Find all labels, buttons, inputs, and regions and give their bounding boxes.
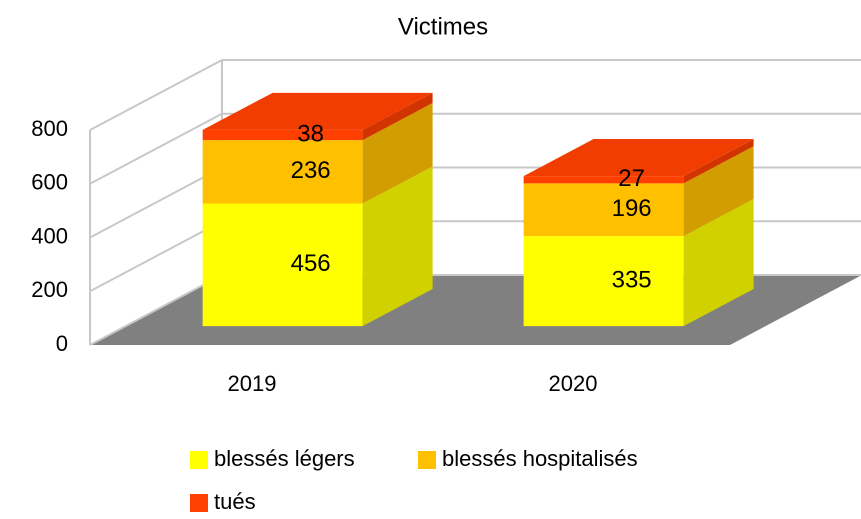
bar-segment xyxy=(202,166,433,327)
bar-segment xyxy=(202,103,433,204)
bar-segment xyxy=(202,92,433,141)
bar-segment xyxy=(523,198,754,327)
bar-front xyxy=(202,203,363,327)
legend-label: blessés légers xyxy=(214,446,355,471)
bar-side xyxy=(683,139,754,184)
bar-front xyxy=(202,129,363,141)
y-tick-label: 0 xyxy=(56,331,68,356)
bar-segment xyxy=(523,146,754,237)
grid-line xyxy=(89,59,861,131)
y-tick-label: 800 xyxy=(31,116,68,141)
bar-front xyxy=(523,236,684,327)
data-label: 196 xyxy=(612,195,652,222)
bar-side xyxy=(362,166,433,327)
bar-side xyxy=(683,198,754,327)
legend-swatch xyxy=(190,494,208,512)
bar-front xyxy=(202,140,363,204)
legend-swatch xyxy=(418,451,436,469)
data-label: 27 xyxy=(618,165,645,192)
legend-label: tués xyxy=(214,489,256,514)
y-tick-label: 200 xyxy=(31,277,68,302)
chart-title: Victimes xyxy=(398,13,488,40)
data-label: 38 xyxy=(297,120,324,147)
x-tick-label: 2019 xyxy=(228,371,277,396)
bar-side xyxy=(362,92,433,141)
data-label: 456 xyxy=(291,250,331,277)
x-tick-label: 2020 xyxy=(549,371,598,396)
bar-side xyxy=(683,146,754,237)
bar-front xyxy=(523,183,684,237)
y-tick-label: 600 xyxy=(31,170,68,195)
bar-top xyxy=(523,139,754,177)
bar-segment xyxy=(523,139,754,184)
data-label: 236 xyxy=(291,157,331,184)
bar-top xyxy=(202,92,433,130)
y-tick-label: 400 xyxy=(31,223,68,248)
data-label: 335 xyxy=(612,266,652,293)
bar-front xyxy=(523,176,684,184)
bar-side xyxy=(362,103,433,204)
legend-swatch xyxy=(190,451,208,469)
legend-label: blessés hospitalisés xyxy=(442,446,638,471)
